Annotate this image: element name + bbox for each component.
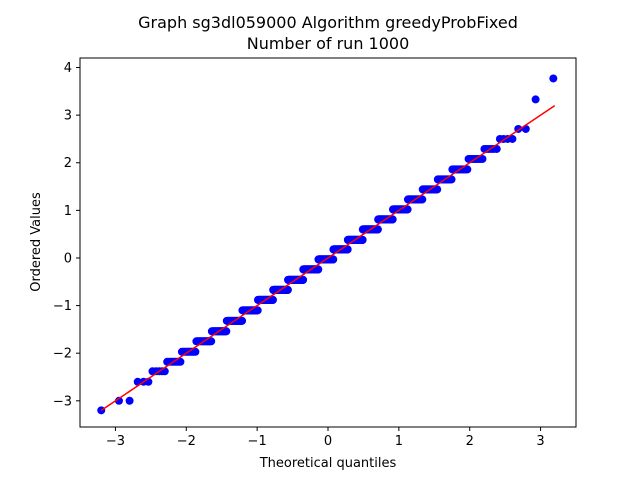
x-axis-label: Theoretical quantiles [259,456,397,471]
x-tick-label: −1 [248,434,267,449]
data-point [418,195,427,204]
data-point [314,265,323,274]
data-point [125,396,134,405]
data-point [463,165,472,174]
data-point [176,357,185,366]
data-point [207,337,216,346]
y-tick-label: 4 [64,61,72,76]
data-point [191,347,200,356]
y-tick-label: 0 [64,251,72,266]
chart-title: Graph sg3dl059000 Algorithm greedyProbFi… [138,13,518,32]
x-tick-label: −3 [106,434,125,449]
x-axis-ticks: −3 −2 −1 0 1 2 3 [106,427,545,449]
data-points [97,74,558,415]
fit-line-group [100,104,556,411]
y-tick-label: −1 [53,299,72,314]
data-point [492,144,501,153]
y-tick-label: 1 [64,204,72,219]
x-tick-label: 3 [536,434,544,449]
data-point [329,255,338,264]
y-tick-label: 3 [64,109,72,124]
data-point [343,245,352,254]
data-point [358,235,367,244]
data-point [403,205,412,214]
x-tick-label: 0 [324,434,332,449]
data-point [388,215,397,224]
chart-subtitle: Number of run 1000 [247,34,410,53]
x-tick-label: 1 [395,434,403,449]
fit-line [100,104,556,411]
data-point [447,175,456,184]
data-point [508,134,517,143]
data-point [283,285,292,294]
data-point [253,306,262,315]
data-point [549,74,558,83]
y-tick-label: −2 [53,347,72,362]
x-tick-label: 2 [466,434,474,449]
data-point [97,406,106,415]
data-point [268,295,277,304]
y-axis-label: Ordered Values [29,192,44,292]
data-point [478,154,487,163]
y-axis-ticks: −3 −2 −1 0 1 2 3 4 [53,61,80,409]
x-tick-label: −2 [177,434,196,449]
data-point [238,316,247,325]
data-point [531,95,540,104]
data-point [114,396,123,405]
data-point [373,225,382,234]
data-point [222,327,231,336]
data-point [433,185,442,194]
y-tick-label: 2 [64,156,72,171]
data-point [299,275,308,284]
y-tick-label: −3 [53,394,72,409]
